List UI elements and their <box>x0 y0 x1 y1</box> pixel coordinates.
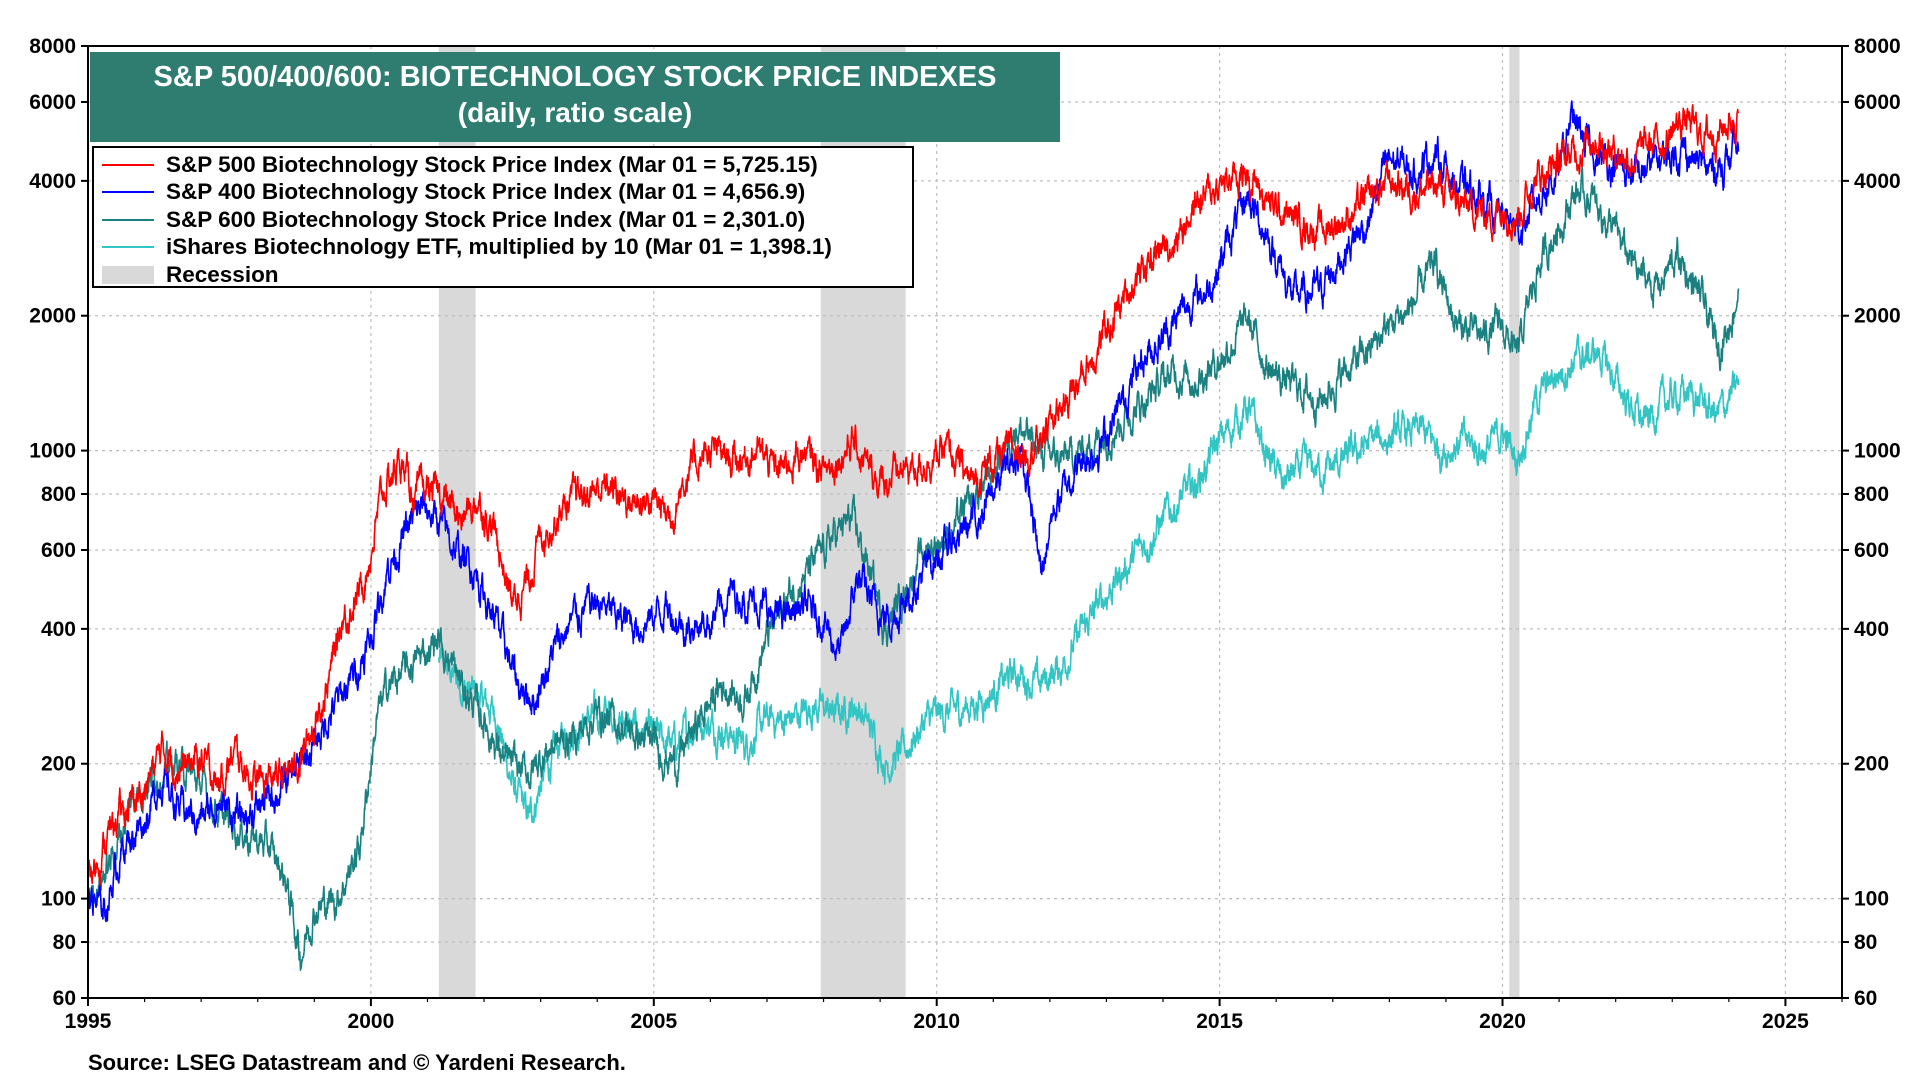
x-tick-label-1995: 1995 <box>65 1010 112 1033</box>
series-line-0 <box>87 104 1740 887</box>
y-tick-label-right-1000: 1000 <box>1854 440 1901 463</box>
y-tick-label-left-6000: 6000 <box>29 91 76 114</box>
y-tick-label-left-600: 600 <box>41 539 76 562</box>
legend-label-sp600: S&P 600 Biotechnology Stock Price Index … <box>166 206 806 232</box>
legend-item-sp400: S&P 400 Biotechnology Stock Price Index … <box>94 179 912 207</box>
y-tick-label-left-400: 400 <box>41 618 76 641</box>
y-tick-label-right-100: 100 <box>1854 888 1889 911</box>
y-tick-label-right-200: 200 <box>1854 753 1889 776</box>
y-tick-label-right-4000: 4000 <box>1854 170 1901 193</box>
y-tick-label-right-8000: 8000 <box>1854 35 1901 58</box>
legend-swatch-sp600 <box>102 218 154 221</box>
legend: S&P 500 Biotechnology Stock Price Index … <box>92 146 914 288</box>
y-tick-label-left-80: 80 <box>53 931 76 954</box>
x-tick-label-2020: 2020 <box>1479 1010 1526 1033</box>
series-line-3 <box>438 333 1740 824</box>
legend-swatch-ishares <box>102 246 154 249</box>
source-note: Source: LSEG Datastream and © Yardeni Re… <box>88 1050 626 1075</box>
y-tick-label-left-60: 60 <box>53 987 76 1010</box>
legend-item-sp600: S&P 600 Biotechnology Stock Price Index … <box>94 206 912 234</box>
y-tick-label-left-100: 100 <box>41 888 76 911</box>
legend-label-sp400: S&P 400 Biotechnology Stock Price Index … <box>166 179 806 205</box>
legend-item-sp500: S&P 500 Biotechnology Stock Price Index … <box>94 151 912 179</box>
legend-item-ishares: iShares Biotechnology ETF, multiplied by… <box>94 234 912 262</box>
chart-subtitle: (daily, ratio scale) <box>457 97 693 128</box>
series-line-1 <box>87 100 1740 923</box>
chart-title-box: S&P 500/400/600: BIOTECHNOLOGY STOCK PRI… <box>90 52 1060 142</box>
x-tick-label-2015: 2015 <box>1196 1010 1243 1033</box>
x-tick-label-2000: 2000 <box>348 1010 395 1033</box>
legend-item-recession: Recession <box>94 261 912 289</box>
chart-title: S&P 500/400/600: BIOTECHNOLOGY STOCK PRI… <box>153 61 997 93</box>
recession-band-2 <box>1509 46 1520 998</box>
legend-label-ishares: iShares Biotechnology ETF, multiplied by… <box>166 234 832 260</box>
y-tick-label-right-6000: 6000 <box>1854 91 1901 114</box>
y-tick-label-right-2000: 2000 <box>1854 305 1901 328</box>
legend-swatch-recession <box>102 265 154 284</box>
y-tick-label-left-2000: 2000 <box>29 305 76 328</box>
y-tick-label-right-60: 60 <box>1854 987 1877 1010</box>
y-tick-label-left-8000: 8000 <box>29 35 76 58</box>
y-tick-label-left-4000: 4000 <box>29 170 76 193</box>
y-tick-label-left-1000: 1000 <box>29 440 76 463</box>
y-tick-label-left-200: 200 <box>41 753 76 776</box>
legend-label-recession: Recession <box>166 261 279 287</box>
series-line-2 <box>87 165 1740 971</box>
plot-frame <box>87 45 1843 999</box>
y-tick-label-right-80: 80 <box>1854 931 1877 954</box>
series-lines <box>87 100 1740 971</box>
y-tick-label-right-800: 800 <box>1854 483 1889 506</box>
y-tick-label-right-600: 600 <box>1854 539 1889 562</box>
x-tick-label-2010: 2010 <box>913 1010 960 1033</box>
axis-ticks: 1995 2000 2005 2010 2015 2020 2025 60 60 80 80 100 1… <box>29 35 1900 1033</box>
legend-swatch-sp500 <box>102 163 154 166</box>
y-tick-label-right-400: 400 <box>1854 618 1889 641</box>
x-tick-label-2025: 2025 <box>1762 1010 1809 1033</box>
y-tick-label-left-800: 800 <box>41 483 76 506</box>
legend-label-sp500: S&P 500 Biotechnology Stock Price Index … <box>166 151 818 177</box>
legend-swatch-sp400 <box>102 191 154 194</box>
x-tick-label-2005: 2005 <box>630 1010 677 1033</box>
